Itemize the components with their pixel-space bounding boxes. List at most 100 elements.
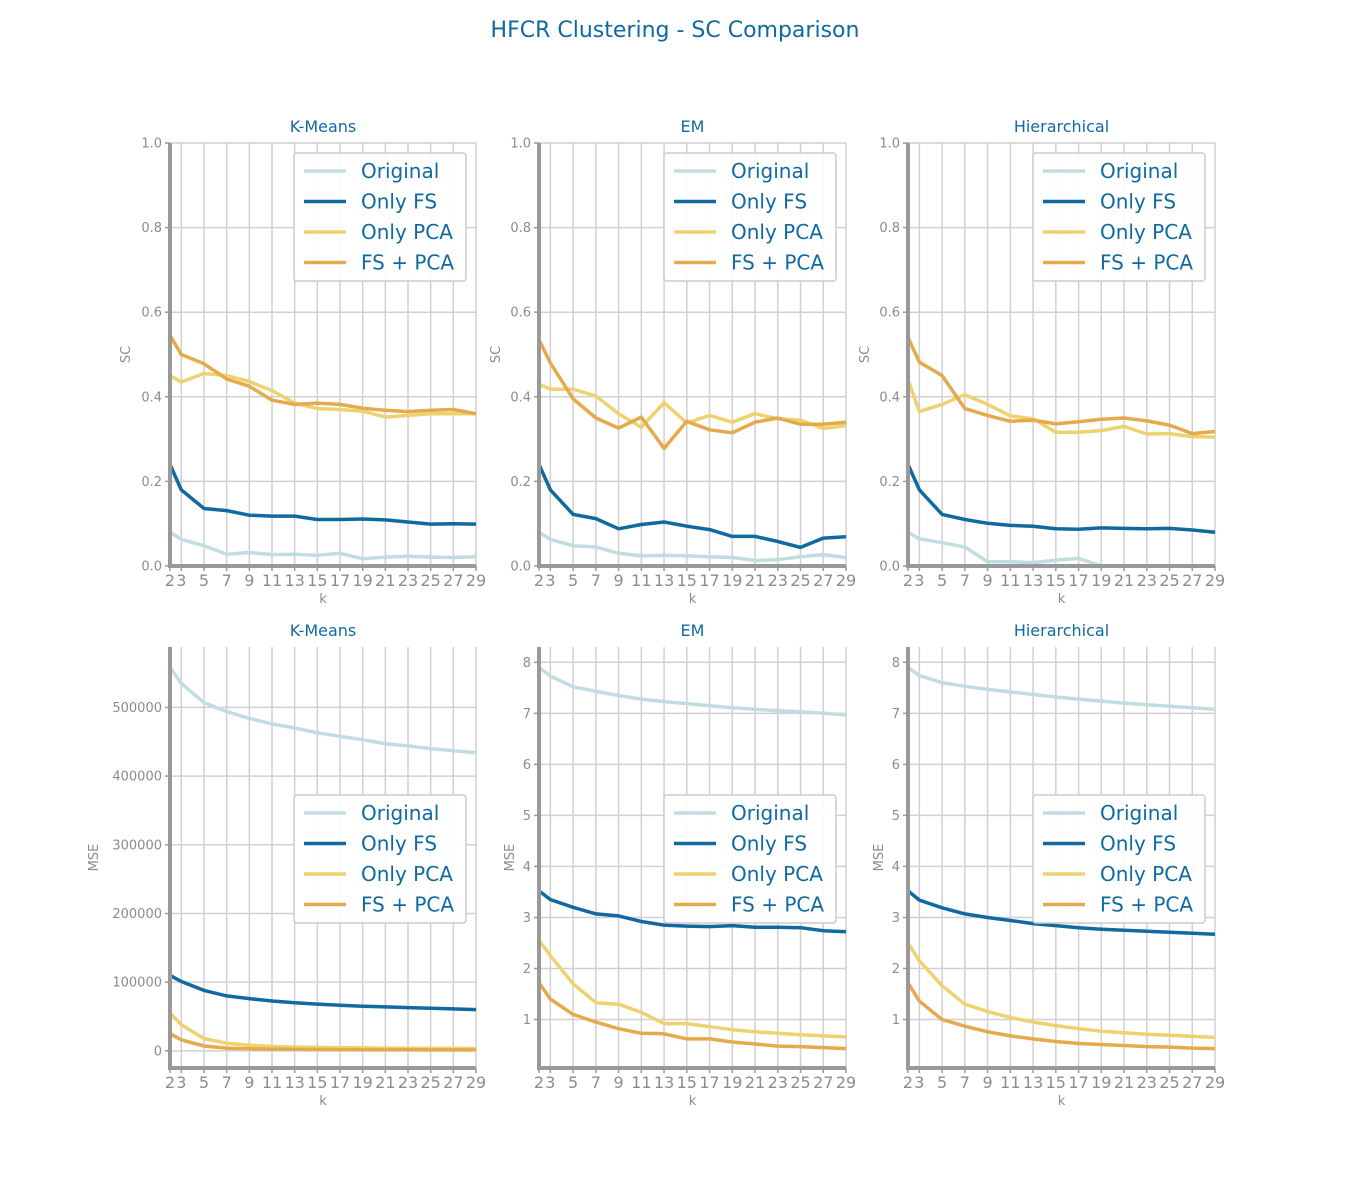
x-tick-label: 23 bbox=[1137, 571, 1157, 590]
x-tick-label: 5 bbox=[568, 1073, 578, 1092]
series-line-only-fs bbox=[537, 889, 847, 934]
subplot-title: Hierarchical bbox=[1014, 621, 1109, 640]
x-tick-label: 23 bbox=[398, 1073, 418, 1092]
x-tick-label: 11 bbox=[1000, 571, 1020, 590]
x-tick-label: 9 bbox=[982, 571, 992, 590]
x-tick-label: 2 bbox=[534, 571, 544, 590]
x-tick-label: 27 bbox=[1182, 571, 1202, 590]
legend-frame bbox=[1032, 152, 1206, 282]
x-tick-label: 27 bbox=[813, 571, 833, 590]
legend-label: Only PCA bbox=[361, 862, 453, 886]
y-tick-label: 1 bbox=[892, 1013, 900, 1028]
subplot-title: EM bbox=[681, 117, 705, 136]
x-tick-label: 27 bbox=[1182, 1073, 1202, 1092]
subplot-title: EM bbox=[681, 621, 705, 640]
x-axis-label: k bbox=[689, 592, 697, 607]
x-tick-label: 17 bbox=[1068, 571, 1088, 590]
y-tick-label: 2 bbox=[892, 962, 900, 977]
x-tick-label: 25 bbox=[790, 571, 810, 590]
x-tick-label: 9 bbox=[613, 1073, 623, 1092]
y-tick-label: 0.0 bbox=[879, 560, 900, 575]
y-tick-label: 3 bbox=[892, 911, 900, 926]
x-tick-label: 25 bbox=[790, 1073, 810, 1092]
legend-label: Original bbox=[1100, 159, 1178, 183]
x-tick-label: 7 bbox=[591, 571, 601, 590]
series-line-fs-pca bbox=[169, 1032, 476, 1052]
x-tick-label: 13 bbox=[284, 571, 304, 590]
x-tick-label: 9 bbox=[244, 571, 254, 590]
series-line-original bbox=[169, 530, 477, 561]
x-tick-label: 29 bbox=[836, 571, 856, 590]
series-line-only-pca bbox=[906, 942, 1216, 1040]
y-tick-label: 1.0 bbox=[879, 137, 900, 152]
y-tick-label: 1 bbox=[523, 1013, 531, 1028]
x-tick-label: 9 bbox=[613, 571, 623, 590]
series-line-fs-pca bbox=[906, 336, 1216, 436]
legend-label: Original bbox=[731, 801, 809, 825]
y-tick-label: 7 bbox=[892, 707, 900, 722]
x-tick-label: 19 bbox=[352, 1073, 372, 1092]
y-tick-label: 0.8 bbox=[879, 221, 900, 236]
x-tick-label: 11 bbox=[631, 571, 651, 590]
y-tick-label: 6 bbox=[892, 758, 900, 773]
x-tick-label: 29 bbox=[1205, 571, 1225, 590]
y-tick-label: 0.2 bbox=[510, 475, 531, 490]
series-line-original bbox=[907, 530, 1102, 568]
x-axis-label: k bbox=[1058, 592, 1066, 607]
x-tick-label: 21 bbox=[375, 1073, 395, 1092]
y-tick-label: 1.0 bbox=[141, 137, 162, 152]
legend-label: Only FS bbox=[731, 190, 807, 214]
subplot-title: K-Means bbox=[290, 621, 357, 640]
series-line-fs-pca bbox=[537, 981, 847, 1051]
x-tick-label: 21 bbox=[375, 571, 395, 590]
legend-label: Only PCA bbox=[731, 220, 823, 244]
x-tick-label: 7 bbox=[222, 1073, 232, 1092]
legend: Original Only FS Only PCA FS + PCA bbox=[293, 794, 467, 924]
x-tick-label: 29 bbox=[466, 571, 486, 590]
y-tick-label: 300000 bbox=[112, 838, 162, 853]
y-axis-label: MSE bbox=[872, 844, 887, 872]
legend-label: FS + PCA bbox=[731, 251, 824, 275]
subplot-1: 0.00.20.40.60.81.02 3 5 7 9 11 13 15 17 19 21 23 25 2… bbox=[119, 117, 486, 607]
series-line-fs-pca bbox=[168, 334, 477, 416]
x-tick-label: 13 bbox=[284, 1073, 304, 1092]
series-line-original bbox=[538, 530, 847, 563]
x-tick-label: 7 bbox=[591, 1073, 601, 1092]
x-tick-label: 27 bbox=[443, 1073, 463, 1092]
x-tick-label: 23 bbox=[1137, 1073, 1157, 1092]
x-tick-label: 9 bbox=[982, 1073, 992, 1092]
x-tick-label: 15 bbox=[1046, 1073, 1066, 1092]
legend-frame bbox=[1032, 794, 1206, 924]
x-tick-label: 5 bbox=[199, 571, 209, 590]
legend-label: Only PCA bbox=[1100, 220, 1192, 244]
x-tick-label: 2 bbox=[903, 571, 913, 590]
x-tick-label: 11 bbox=[631, 1073, 651, 1092]
legend-label: FS + PCA bbox=[361, 893, 454, 917]
series-line-only-pca bbox=[537, 939, 847, 1039]
series-line-only-fs bbox=[906, 463, 1216, 534]
x-tick-label: 11 bbox=[1000, 1073, 1020, 1092]
series-line-original bbox=[537, 666, 847, 717]
x-tick-label: 13 bbox=[654, 571, 674, 590]
x-tick-label: 17 bbox=[1068, 1073, 1088, 1092]
x-tick-label: 21 bbox=[1114, 571, 1134, 590]
x-axis-label: k bbox=[689, 1094, 697, 1109]
x-tick-label: 3 bbox=[914, 571, 924, 590]
x-tick-label: 23 bbox=[768, 1073, 788, 1092]
legend: Original Only FS Only PCA FS + PCA bbox=[663, 152, 837, 282]
y-tick-label: 0.0 bbox=[510, 560, 531, 575]
x-tick-label: 7 bbox=[960, 1073, 970, 1092]
y-tick-label: 500000 bbox=[112, 701, 162, 716]
y-tick-label: 0.6 bbox=[879, 306, 900, 321]
legend-label: FS + PCA bbox=[1100, 251, 1193, 275]
legend-label: Only PCA bbox=[731, 862, 823, 886]
x-tick-label: 15 bbox=[1046, 571, 1066, 590]
y-tick-label: 0.2 bbox=[141, 475, 162, 490]
x-tick-label: 29 bbox=[1205, 1073, 1225, 1092]
y-axis-label: SC bbox=[858, 346, 873, 363]
y-tick-label: 5 bbox=[523, 809, 531, 824]
y-tick-label: 0.8 bbox=[141, 221, 162, 236]
y-tick-label: 400000 bbox=[112, 770, 162, 785]
